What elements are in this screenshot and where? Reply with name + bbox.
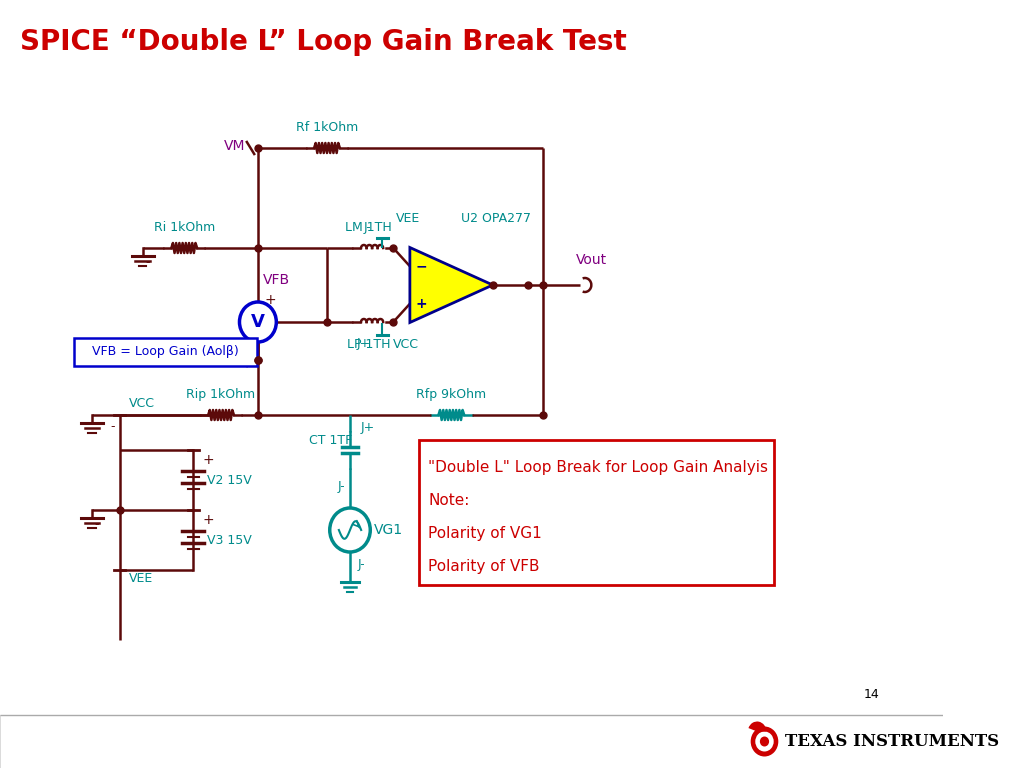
- Text: U2 OPA277: U2 OPA277: [461, 213, 530, 226]
- Text: +: +: [265, 293, 276, 307]
- Wedge shape: [749, 721, 766, 731]
- Text: VM: VM: [223, 139, 245, 153]
- Text: +: +: [203, 453, 214, 467]
- Text: Rfp 9kOhm: Rfp 9kOhm: [417, 388, 486, 401]
- Bar: [0, 715, 943, 768]
- Text: J-: J-: [357, 558, 365, 571]
- Text: Rf 1kOhm: Rf 1kOhm: [296, 121, 358, 134]
- Text: +: +: [203, 513, 214, 527]
- Text: VEE: VEE: [129, 572, 154, 585]
- Text: VCC: VCC: [393, 337, 419, 350]
- Text: −: −: [415, 260, 427, 273]
- Text: +: +: [349, 505, 359, 518]
- Bar: [419, 440, 774, 585]
- Text: SPICE “Double L” Loop Gain Break Test: SPICE “Double L” Loop Gain Break Test: [20, 28, 627, 56]
- Text: CT 1TF: CT 1TF: [308, 433, 352, 446]
- Circle shape: [760, 737, 769, 746]
- Text: Note:: Note:: [428, 493, 470, 508]
- Text: 14: 14: [864, 688, 880, 701]
- Text: Rip 1kOhm: Rip 1kOhm: [186, 388, 256, 401]
- Text: VCC: VCC: [129, 397, 155, 410]
- Text: Polarity of VG1: Polarity of VG1: [428, 526, 542, 541]
- Text: +: +: [415, 296, 427, 311]
- Text: -: -: [145, 256, 151, 269]
- Text: VFB = Loop Gain (Aolβ): VFB = Loop Gain (Aolβ): [92, 346, 240, 359]
- Polygon shape: [410, 247, 493, 323]
- Text: VEE: VEE: [396, 213, 420, 226]
- FancyBboxPatch shape: [74, 338, 257, 366]
- Text: VFB: VFB: [262, 273, 290, 287]
- Text: "Double L" Loop Break for Loop Gain Analyis: "Double L" Loop Break for Loop Gain Anal…: [428, 460, 768, 475]
- Text: J-: J-: [338, 480, 345, 493]
- Circle shape: [756, 731, 774, 752]
- Text: -: -: [94, 518, 98, 531]
- Text: Vout: Vout: [575, 253, 607, 267]
- Text: J+: J+: [357, 337, 371, 350]
- Text: LP 1TH: LP 1TH: [347, 338, 390, 351]
- Text: Polarity of VFB: Polarity of VFB: [428, 559, 540, 574]
- Text: Ri 1kOhm: Ri 1kOhm: [154, 221, 215, 234]
- Circle shape: [330, 508, 371, 552]
- Text: V3 15V: V3 15V: [207, 534, 252, 547]
- Text: LM 1TH: LM 1TH: [345, 221, 392, 234]
- Circle shape: [240, 302, 276, 342]
- Text: V: V: [251, 313, 265, 331]
- Text: -: -: [111, 420, 115, 433]
- Text: J-: J-: [364, 221, 371, 234]
- Text: J+: J+: [361, 422, 376, 435]
- Text: V2 15V: V2 15V: [207, 474, 252, 486]
- Text: TEXAS INSTRUMENTS: TEXAS INSTRUMENTS: [784, 733, 998, 750]
- Text: VG1: VG1: [374, 523, 403, 537]
- Circle shape: [751, 727, 778, 756]
- Text: VP: VP: [227, 353, 245, 367]
